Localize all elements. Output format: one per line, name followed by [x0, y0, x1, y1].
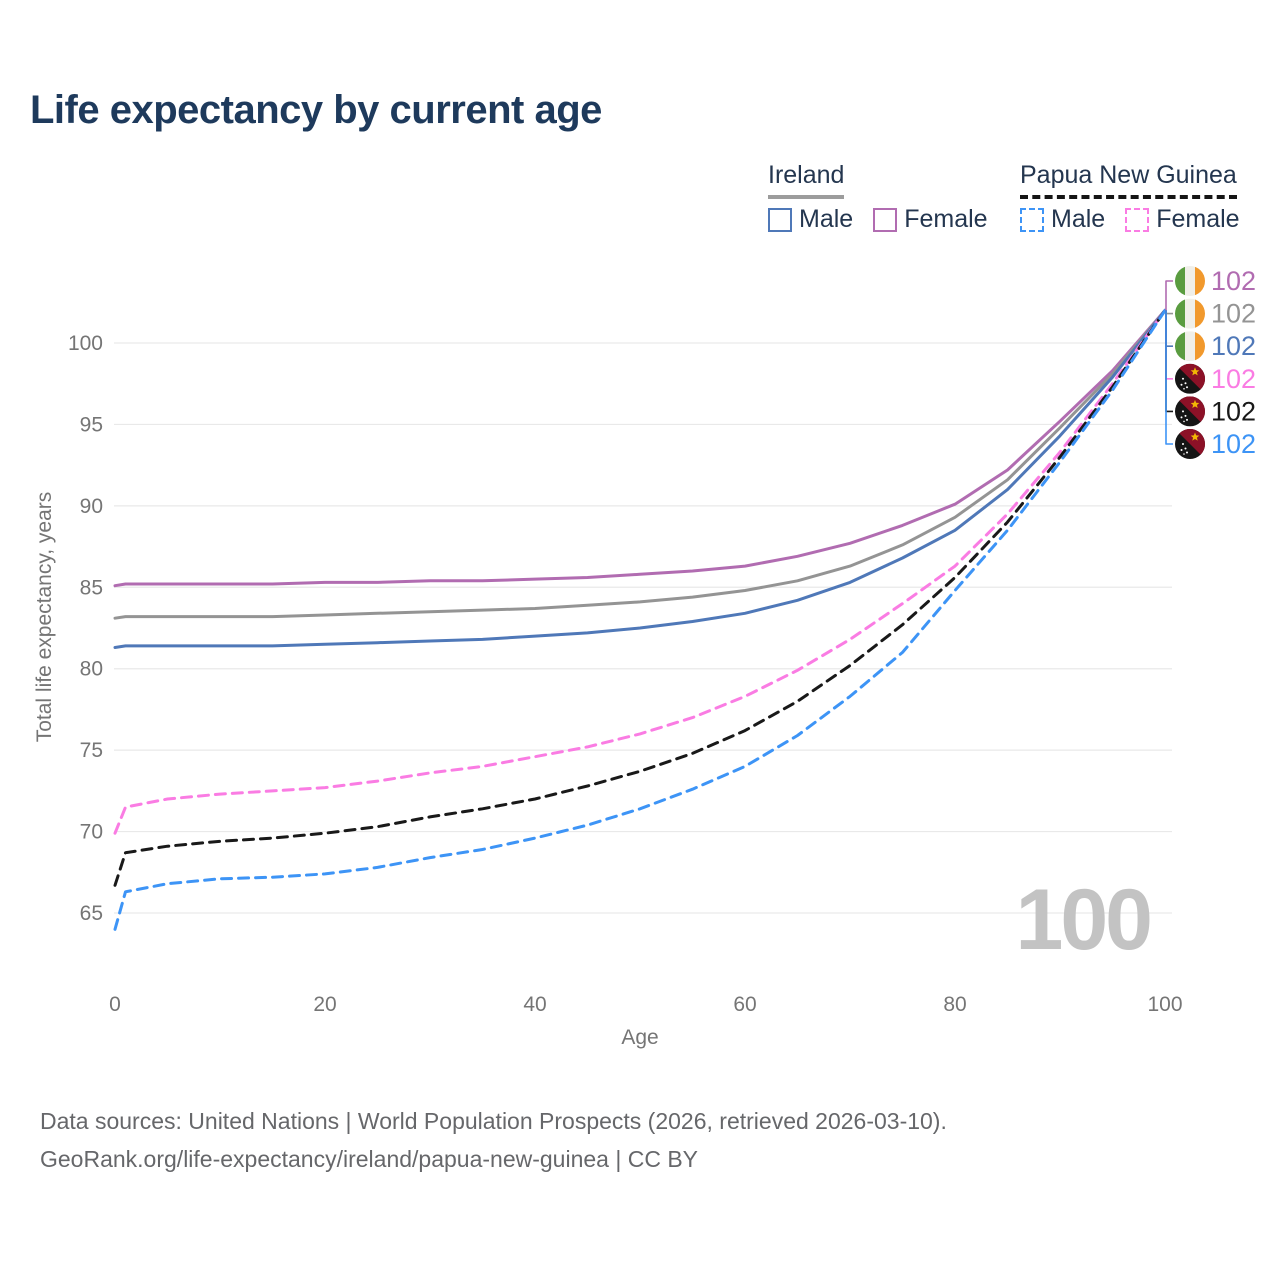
legend-item-papua-new-guinea-female[interactable]: Female [1125, 205, 1240, 234]
flag-icon-papua-new-guinea [1175, 429, 1205, 459]
end-label-connector [1165, 310, 1173, 315]
end-label-value: 102 [1211, 429, 1256, 459]
legend-item-papua-new-guinea-male[interactable]: Male [1020, 205, 1105, 234]
flag-icon-ireland [1175, 299, 1205, 329]
series-line-ireland-male[interactable] [113, 308, 1167, 649]
x-tick-label: 40 [523, 993, 546, 1016]
end-label-value: 102 [1211, 299, 1256, 329]
ireland-male-swatch-icon [768, 207, 792, 232]
y-tick-label: 85 [80, 576, 103, 599]
end-label-connector [1165, 310, 1173, 445]
legend-country-papua-new-guinea: Papua New Guinea [1020, 161, 1237, 199]
series-line-papua-new-guinea-both[interactable] [113, 308, 1167, 887]
legend-label-ireland-male: Male [799, 205, 854, 233]
end-label-value: 102 [1211, 331, 1256, 361]
ireland-female-swatch-icon [873, 207, 898, 232]
y-tick-label: 80 [80, 658, 103, 681]
x-axis-title: Age [621, 1026, 659, 1049]
legend-country-ireland: Ireland [768, 161, 845, 199]
legend-item-ireland-female[interactable]: Female [873, 205, 988, 234]
legend-label-ireland-female: Female [904, 205, 988, 233]
end-label-connector [1165, 310, 1173, 380]
flag-icon-papua-new-guinea [1175, 396, 1205, 426]
y-tick-label: 100 [68, 332, 103, 355]
x-tick-label: 60 [733, 993, 756, 1016]
footer-attribution: GeoRank.org/life-expectancy/ireland/papu… [40, 1146, 699, 1172]
x-tick-label: 20 [313, 993, 336, 1016]
page-title: Life expectancy by current age [30, 88, 602, 132]
flag-icon-papua-new-guinea [1175, 364, 1205, 394]
series-line-papua-new-guinea-female[interactable] [113, 308, 1167, 835]
series-line-papua-new-guinea-male[interactable] [113, 308, 1167, 931]
end-label-connector [1165, 280, 1173, 311]
age-watermark: 100 [1016, 872, 1151, 968]
end-label-value: 102 [1211, 364, 1256, 394]
legend-item-ireland-male[interactable]: Male [768, 205, 853, 234]
legend-group-papua-new-guinea: Papua New Guinea Male Female [1020, 161, 1240, 234]
legend-group-ireland: Ireland Male Female [768, 161, 988, 234]
x-tick-label: 0 [109, 993, 121, 1016]
series-line-ireland-female[interactable] [113, 308, 1167, 588]
y-tick-label: 70 [80, 821, 103, 844]
y-axis-title: Total life expectancy, years [33, 491, 56, 743]
legend-label-papua-new-guinea-male: Male [1051, 205, 1106, 233]
y-tick-label: 75 [80, 739, 103, 762]
x-tick-label: 100 [1147, 993, 1182, 1016]
x-tick-label: 80 [943, 993, 966, 1016]
y-tick-label: 90 [80, 495, 103, 518]
end-label-value: 102 [1211, 396, 1256, 426]
y-tick-label: 95 [80, 413, 103, 436]
end-label-connector [1165, 310, 1173, 347]
legend-label-papua-new-guinea-female: Female [1156, 205, 1240, 233]
series-line-ireland-both[interactable] [113, 308, 1167, 620]
flag-icon-ireland [1175, 266, 1205, 296]
end-label-connector [1165, 310, 1173, 413]
end-label-value: 102 [1211, 266, 1256, 296]
footer-data-sources: Data sources: United Nations | World Pop… [40, 1108, 947, 1134]
flag-icon-ireland [1175, 331, 1205, 361]
papua-new-guinea-male-swatch-icon [1020, 207, 1044, 232]
y-tick-label: 65 [80, 902, 103, 925]
papua-new-guinea-female-swatch-icon [1125, 207, 1150, 232]
